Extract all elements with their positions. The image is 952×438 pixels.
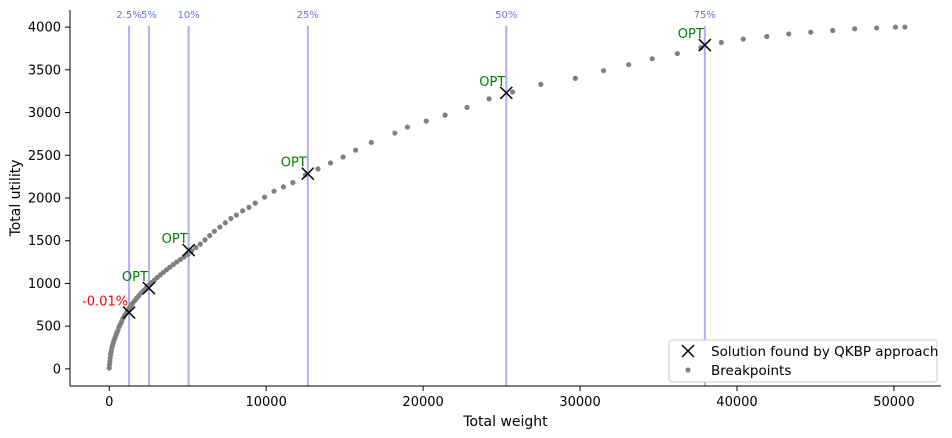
x-axis-title: Total weight [462, 414, 548, 430]
legend-box [668, 339, 938, 383]
solution-marker [499, 86, 513, 100]
breakpoint-point [902, 24, 908, 30]
breakpoint-point [442, 112, 448, 118]
solutions-series [122, 38, 712, 320]
opt-annotation: OPT [281, 156, 307, 171]
legend-breakpoint-marker [685, 367, 691, 373]
breakpoint-point [246, 204, 252, 210]
breakpoint-point [368, 139, 374, 146]
breakpoint-point [404, 124, 411, 130]
y-tick-label: 2000 [28, 192, 61, 207]
breakpoint-point [674, 50, 680, 57]
breakpoint-point [764, 33, 770, 40]
breakpoint-point [280, 184, 287, 190]
solution-marker [142, 281, 156, 295]
gap-annotation: -0.01% [82, 295, 128, 310]
breakpoint-point [892, 24, 899, 30]
breakpoint-point [240, 208, 246, 214]
breakpoint-point [217, 224, 223, 230]
capacity-line-label: 2.5% [116, 10, 141, 21]
breakpoint-point [852, 26, 858, 32]
breakpoint-point [830, 27, 836, 34]
breakpoint-point [327, 160, 334, 166]
capacity-line-label: 5% [141, 10, 157, 21]
breakpoint-point [290, 180, 296, 186]
breakpoint-point [211, 228, 217, 234]
breakpoint-point [315, 166, 321, 172]
breakpoint-point [193, 244, 199, 251]
breakpoint-point [874, 25, 880, 31]
legend-label-solution: Solution found by QKBP approach [711, 344, 938, 360]
breakpoint-point [572, 75, 578, 81]
breakpoint-point [207, 233, 213, 239]
breakpoint-point [174, 259, 180, 265]
solution-marker [301, 167, 315, 181]
y-tick-label: 4000 [28, 21, 61, 36]
breakpoint-point [509, 89, 516, 95]
breakpoint-point [464, 104, 470, 111]
y-tick-label: 1000 [28, 277, 61, 292]
y-tick-label: 0 [53, 362, 61, 377]
legend: Solution found by QKBP approach Breakpoi… [668, 339, 938, 383]
breakpoint-point [177, 256, 183, 263]
capacity-line-label: 50% [495, 10, 517, 21]
y-tick-label: 3500 [28, 63, 61, 78]
breakpoint-point [486, 96, 492, 102]
x-tick-label: 10000 [245, 395, 286, 410]
capacity-lines: 2.5% 5% 10% 25% 50% 75% [116, 10, 716, 386]
breakpoint-point [538, 81, 544, 87]
breakpoint-point [262, 194, 268, 200]
legend-solution-marker [681, 344, 695, 358]
breakpoint-point [626, 62, 632, 68]
breakpoint-point [252, 200, 258, 206]
x-tick-label: 50000 [873, 395, 914, 410]
breakpoint-point [392, 130, 398, 136]
opt-annotation: OPT [678, 27, 704, 42]
breakpoint-point [808, 29, 814, 35]
opt-annotation: OPT [122, 270, 148, 285]
opt-annotation: OPT [479, 75, 505, 90]
breakpoint-point [271, 188, 277, 194]
y-tick-label: 500 [36, 320, 61, 335]
breakpoint-point [353, 147, 359, 153]
x-tick-label: 0 [105, 395, 113, 410]
breakpoint-point [222, 220, 228, 226]
solution-marker [182, 243, 196, 257]
legend-label-breakpoints: Breakpoints [711, 363, 791, 379]
solution-marker [698, 38, 712, 52]
breakpoint-point [340, 154, 346, 160]
opt-annotation: OPT [162, 232, 188, 247]
annotations: -0.01% OPT OPT OPT OPT OPT [82, 27, 704, 309]
y-ticks: 0 500 1000 1500 2000 2500 3000 3500 4000 [28, 21, 70, 377]
x-ticks: 0 10000 20000 30000 40000 50000 [105, 386, 915, 410]
breakpoint-point [786, 31, 792, 37]
breakpoint-point [197, 241, 203, 247]
breakpoint-point [649, 56, 655, 62]
x-tick-label: 20000 [402, 395, 443, 410]
breakpoint-point [228, 215, 234, 222]
y-axis-title: Total utility [8, 160, 24, 238]
y-tick-label: 3000 [28, 106, 61, 121]
breakpoint-point [740, 36, 746, 42]
breakpoint-point [202, 237, 208, 243]
breakpoint-point [718, 39, 724, 46]
y-tick-label: 1500 [28, 234, 61, 249]
breakpoint-point [698, 45, 704, 51]
capacity-line-label: 10% [178, 10, 200, 21]
breakpoint-point [233, 212, 239, 218]
capacity-line-label: 75% [694, 10, 716, 21]
x-tick-label: 30000 [559, 395, 600, 410]
x-tick-label: 40000 [716, 395, 757, 410]
solution-marker [122, 305, 136, 320]
y-tick-label: 2500 [28, 149, 61, 164]
breakpoint-point [423, 118, 429, 124]
breakpoint-point [600, 68, 607, 74]
capacity-line-label: 25% [297, 10, 319, 21]
